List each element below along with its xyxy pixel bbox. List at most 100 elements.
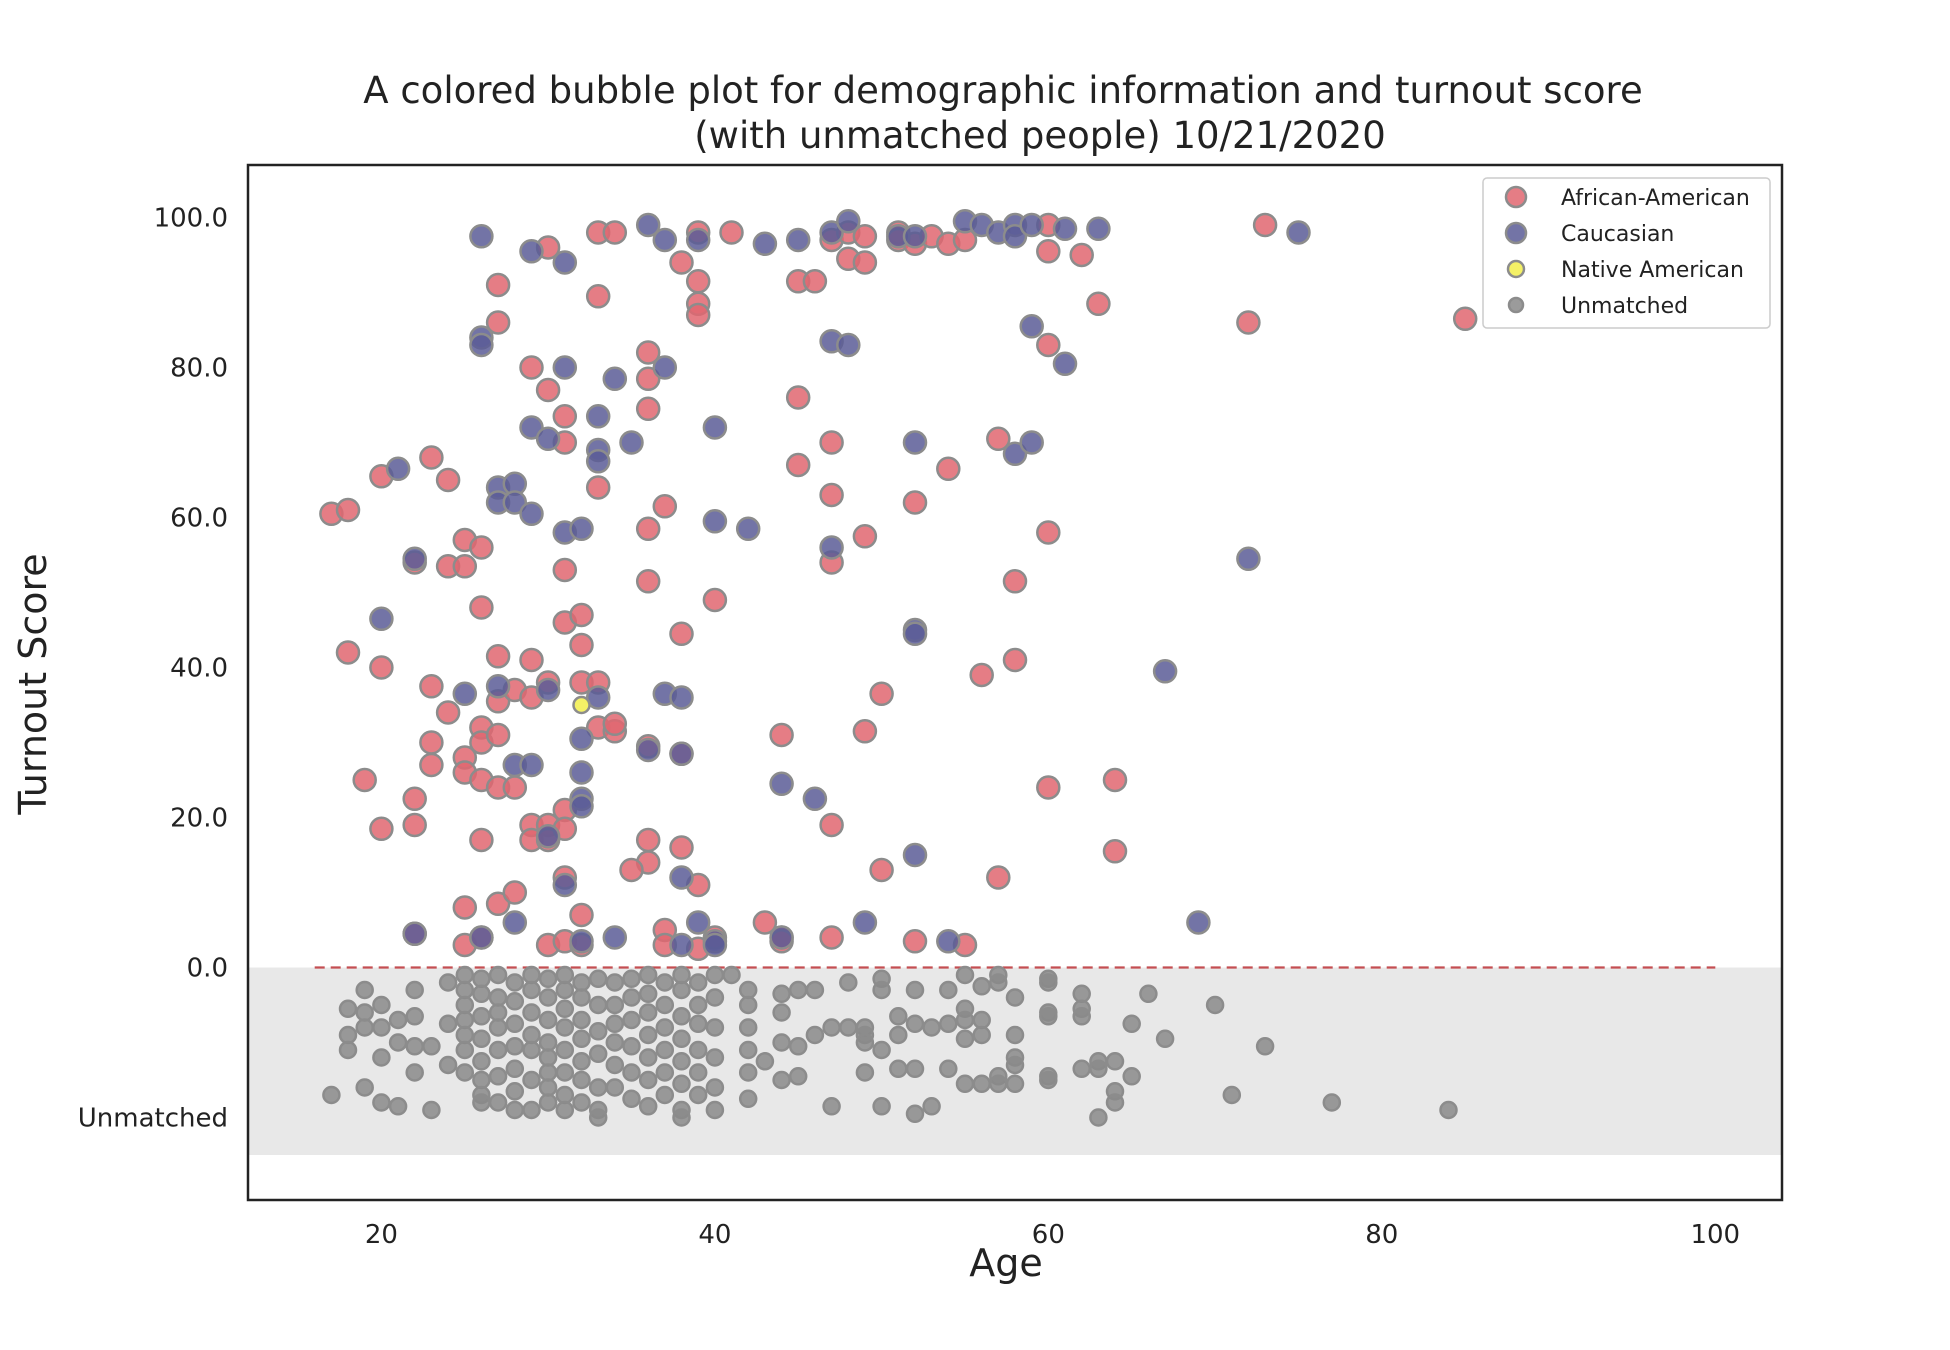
point-unmatched	[405, 980, 424, 1000]
point-unmatched	[505, 1014, 525, 1034]
point-unmatched	[538, 1063, 558, 1082]
legend-marker-african-american	[1504, 185, 1528, 209]
point-caucasian	[402, 921, 427, 947]
point-caucasian	[1019, 430, 1044, 455]
point-african-american	[1252, 212, 1278, 238]
point-african-american	[1102, 839, 1128, 864]
point-caucasian	[1286, 220, 1311, 245]
point-unmatched	[889, 1007, 908, 1026]
point-unmatched	[655, 1085, 675, 1105]
point-unmatched	[372, 995, 391, 1015]
point-unmatched	[805, 980, 825, 1000]
point-unmatched	[655, 1063, 675, 1082]
point-african-american	[635, 366, 661, 392]
point-african-american	[552, 404, 578, 429]
point-african-american	[452, 554, 478, 579]
point-unmatched	[872, 980, 891, 1000]
point-unmatched	[538, 1010, 558, 1030]
point-caucasian	[502, 490, 528, 515]
point-unmatched	[572, 1093, 591, 1112]
point-african-american	[635, 827, 661, 853]
point-unmatched	[955, 1074, 975, 1094]
point-unmatched	[455, 1040, 475, 1060]
point-unmatched	[588, 1022, 608, 1041]
point-caucasian	[402, 546, 427, 572]
point-unmatched	[522, 965, 541, 985]
point-african-american	[419, 752, 444, 778]
point-unmatched	[989, 1074, 1008, 1094]
point-caucasian	[585, 449, 611, 474]
point-unmatched	[538, 969, 558, 989]
point-unmatched	[455, 1063, 475, 1082]
point-african-american	[669, 250, 694, 275]
point-unmatched	[472, 969, 491, 989]
point-caucasian	[569, 929, 594, 954]
point-unmatched	[1072, 1007, 1091, 1026]
point-unmatched	[455, 965, 475, 985]
point-unmatched	[372, 1018, 391, 1037]
point-caucasian	[852, 910, 878, 935]
point-unmatched	[438, 1055, 458, 1075]
point-unmatched	[1155, 1029, 1175, 1049]
point-unmatched	[655, 995, 675, 1015]
point-unmatched	[1005, 1074, 1025, 1094]
point-unmatched	[538, 1078, 558, 1097]
point-african-american	[1452, 306, 1478, 332]
point-unmatched	[955, 965, 975, 985]
point-african-american	[1002, 569, 1028, 594]
point-unmatched	[655, 973, 675, 992]
point-unmatched	[388, 1010, 408, 1030]
point-african-american	[435, 700, 461, 725]
point-caucasian	[902, 430, 928, 455]
point-unmatched	[488, 1067, 508, 1086]
point-caucasian	[552, 250, 578, 275]
point-african-american	[769, 722, 794, 748]
point-african-american	[419, 445, 444, 470]
legend-marker-caucasian	[1504, 221, 1528, 245]
point-unmatched	[705, 1078, 725, 1097]
point-caucasian	[669, 741, 694, 767]
point-unmatched	[555, 1085, 575, 1105]
point-unmatched	[1205, 995, 1225, 1015]
point-unmatched	[438, 973, 458, 992]
point-unmatched	[355, 1003, 374, 1022]
plot-frame	[246, 163, 1784, 1202]
point-caucasian	[769, 771, 794, 797]
point-caucasian	[602, 366, 628, 392]
point-unmatched	[939, 980, 958, 1000]
point-african-american	[485, 310, 511, 335]
point-caucasian	[469, 332, 494, 358]
point-unmatched	[772, 1003, 791, 1022]
point-african-american	[669, 621, 694, 647]
point-african-american	[635, 516, 661, 542]
point-unmatched	[338, 1025, 358, 1045]
legend-marker-native-american	[1506, 259, 1526, 279]
point-caucasian	[469, 925, 494, 950]
point-african-american	[519, 355, 544, 380]
point-unmatched	[588, 1044, 608, 1064]
point-unmatched	[705, 1048, 725, 1067]
point-unmatched	[688, 973, 708, 992]
point-unmatched	[622, 1089, 641, 1109]
chart-title-line1: A colored bubble plot for demographic in…	[363, 69, 1642, 112]
point-unmatched	[472, 1007, 491, 1026]
point-unmatched	[605, 973, 625, 992]
point-caucasian	[819, 220, 844, 245]
point-unmatched	[455, 1010, 475, 1030]
point-unmatched	[622, 969, 641, 989]
point-unmatched	[555, 1100, 575, 1120]
point-unmatched	[472, 984, 491, 1004]
point-african-american	[702, 587, 728, 613]
point-african-american	[685, 269, 711, 294]
point-unmatched	[355, 980, 374, 1000]
point-caucasian	[735, 516, 761, 542]
point-native-american	[572, 695, 591, 715]
y-tick-label: Unmatched	[78, 1104, 228, 1134]
point-unmatched	[1222, 1085, 1242, 1105]
point-unmatched	[338, 999, 358, 1019]
point-unmatched	[522, 1100, 541, 1120]
point-african-american	[969, 662, 994, 688]
point-caucasian	[519, 415, 544, 440]
point-african-american	[402, 812, 427, 838]
point-african-american	[819, 482, 844, 508]
